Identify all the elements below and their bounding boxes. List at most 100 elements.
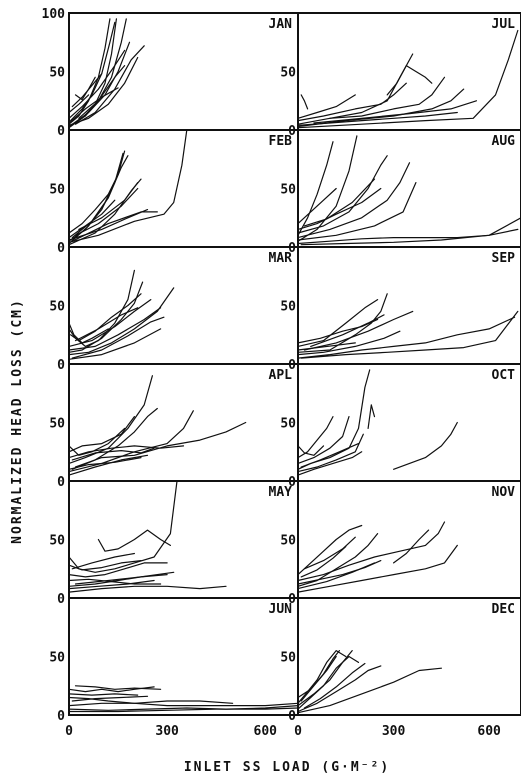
y-tick-label: 50 <box>280 300 296 315</box>
series-line <box>74 187 139 236</box>
y-tick-label: 0 <box>288 709 296 724</box>
x-tick-label: 600 <box>477 724 501 739</box>
series-line <box>303 178 376 227</box>
series-line <box>297 82 407 122</box>
series-line <box>68 375 153 464</box>
y-tick-label: 50 <box>280 417 296 432</box>
series-line <box>297 416 350 464</box>
series-line <box>297 521 446 582</box>
series-line <box>74 571 175 585</box>
series-line <box>297 533 379 587</box>
series-line <box>68 480 178 573</box>
series-line <box>74 685 162 690</box>
month-label: SEP <box>492 251 516 266</box>
series-line <box>297 318 379 344</box>
y-tick-label: 50 <box>49 534 65 549</box>
series-line <box>297 187 382 230</box>
y-tick-label: 50 <box>280 651 296 666</box>
y-tick-label: 0 <box>57 592 65 607</box>
series-line <box>68 457 142 470</box>
series-line <box>68 707 299 713</box>
y-tick-label: 0 <box>288 592 296 607</box>
panel-jun: JUN 0 50 <box>49 597 299 724</box>
x-tick-label: 600 <box>254 724 278 739</box>
panel-dec: DEC 0 50 <box>280 597 521 724</box>
series-line <box>386 65 433 96</box>
series-line <box>297 29 519 129</box>
series-line <box>71 316 165 359</box>
series-line <box>297 655 360 710</box>
panels-layer: JAN050100FEB050MAR050APL050MAY050JUN050J… <box>42 7 521 739</box>
series-line <box>68 56 139 126</box>
panel-mar: MAR 0 50 <box>49 246 299 373</box>
y-tick-label: 0 <box>57 358 65 373</box>
series-line <box>68 693 139 696</box>
series-line <box>68 18 127 128</box>
series-line <box>68 696 299 707</box>
series-line <box>68 322 109 344</box>
series-line <box>300 217 521 246</box>
series-line <box>297 182 417 241</box>
series-line <box>300 94 309 110</box>
y-tick-label: 0 <box>288 475 296 490</box>
y-tick-label: 50 <box>280 183 296 198</box>
series-line <box>297 293 388 353</box>
series-line <box>68 178 142 246</box>
series-line <box>297 544 458 593</box>
series-line <box>300 545 347 578</box>
series-line <box>78 65 126 119</box>
series-line <box>297 665 382 713</box>
series-line <box>393 421 458 470</box>
series-line <box>71 407 158 470</box>
series-line <box>297 162 411 239</box>
series-line <box>68 686 155 693</box>
series-line <box>97 529 171 552</box>
y-tick-label: 50 <box>49 417 65 432</box>
series-line <box>70 21 116 122</box>
series-line <box>297 330 401 356</box>
series-line <box>68 173 119 234</box>
series-line <box>68 94 90 114</box>
series-line <box>78 182 139 230</box>
series-line <box>297 416 334 459</box>
series-line <box>297 342 356 351</box>
month-label: AUG <box>492 134 516 149</box>
series-line <box>68 562 168 578</box>
panel-frame <box>68 12 299 131</box>
y-tick-label: 0 <box>57 709 65 724</box>
series-line <box>297 88 465 128</box>
panel-apl: APL 0 50 <box>49 363 299 490</box>
series-line <box>68 199 116 239</box>
series-line <box>313 100 477 124</box>
y-tick-label: 50 <box>280 534 296 549</box>
y-tick-label: 0 <box>57 124 65 139</box>
month-label: DEC <box>492 602 515 617</box>
series-line <box>297 524 363 576</box>
y-tick-label: 0 <box>288 358 296 373</box>
series-line <box>71 552 135 570</box>
series-line <box>68 705 299 711</box>
series-line <box>297 560 382 585</box>
series-line <box>74 421 247 468</box>
series-line <box>297 299 379 347</box>
series-line <box>297 650 347 704</box>
panel-sep: SEP 0 50 <box>280 246 521 373</box>
panel-jul: JUL 0 50 <box>280 12 521 139</box>
month-label: FEB <box>269 134 293 149</box>
series-line <box>68 560 142 571</box>
x-tick-label: 300 <box>382 724 406 739</box>
series-line <box>303 536 356 570</box>
series-line <box>329 76 446 119</box>
series-line <box>68 152 124 242</box>
series-line <box>303 310 414 351</box>
series-line <box>297 667 442 714</box>
series-line <box>297 316 516 359</box>
series-line <box>71 447 155 461</box>
series-line <box>310 314 385 347</box>
series-line <box>300 310 519 359</box>
y-tick-label: 50 <box>280 66 296 81</box>
panel-feb: FEB 0 50 <box>49 129 299 256</box>
month-label: MAY <box>269 485 293 500</box>
series-line <box>68 129 188 243</box>
